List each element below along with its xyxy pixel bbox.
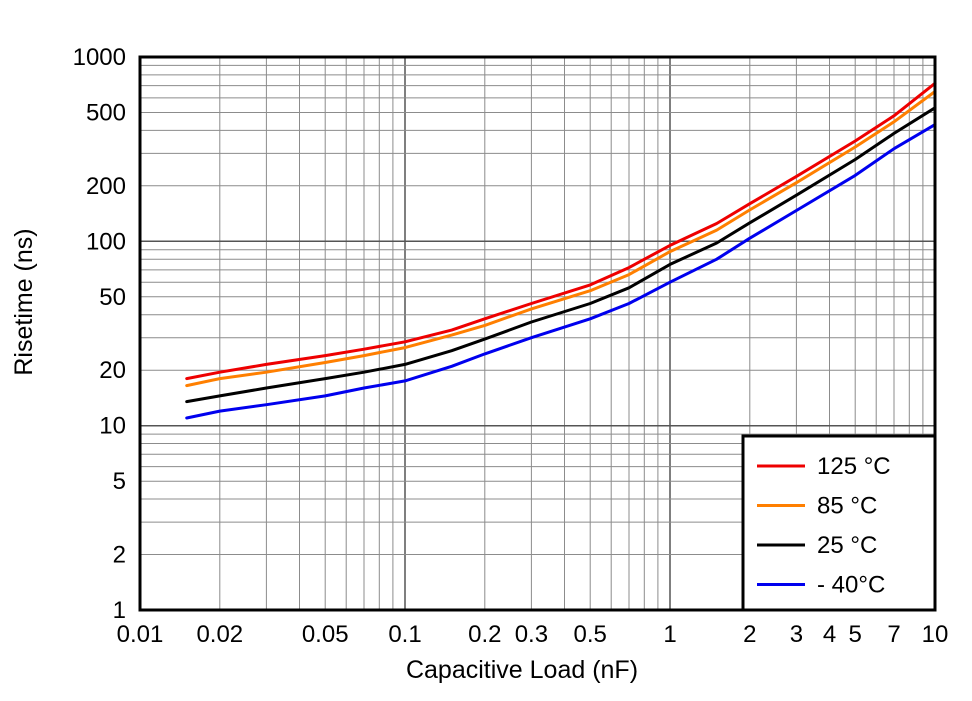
y-tick-label: 100 [86, 228, 126, 255]
x-tick-label: 4 [823, 621, 836, 648]
legend-label: 25 °C [817, 532, 877, 559]
x-tick-label: 0.3 [515, 621, 548, 648]
series-line-25-c [185, 106, 937, 404]
x-axis-tick-labels: 0.01 0.02 0.05 0.1 0.2 0.3 0.5 1 2 3 4 5 7 10 [117, 621, 949, 648]
series-line-125-c [185, 81, 937, 381]
y-tick-label: 200 [86, 173, 126, 200]
y-tick-label: 1000 [73, 44, 126, 71]
x-tick-label: 0.1 [388, 621, 421, 648]
legend-label: 85 °C [817, 493, 877, 520]
x-tick-label: 0.05 [302, 621, 349, 648]
y-axis-tick-labels: 1 2 5 10 20 50 100 200 500 1000 [73, 44, 126, 624]
x-tick-label: 0.01 [117, 621, 164, 648]
x-axis-title: Capacitive Load (nF) [406, 656, 638, 684]
y-tick-label: 5 [113, 468, 126, 495]
y-tick-label: 10 [99, 413, 126, 440]
legend-label: - 40°C [817, 572, 885, 599]
series-lines [185, 81, 937, 420]
legend: 125 °C 85 °C 25 °C - 40°C [741, 434, 937, 612]
x-tick-label: 3 [790, 621, 803, 648]
plot-border [138, 55, 937, 612]
x-tick-label: 0.5 [574, 621, 607, 648]
x-tick-label: 2 [743, 621, 756, 648]
series-line-85-c [185, 90, 937, 388]
y-tick-label: 1 [113, 597, 126, 624]
y-axis-title: Risetime (ns) [10, 228, 38, 375]
y-tick-label: 50 [99, 284, 126, 311]
series-line-40-c [185, 123, 937, 420]
y-tick-label: 20 [99, 357, 126, 384]
x-tick-label: 7 [887, 621, 900, 648]
legend-label: 125 °C [817, 453, 891, 480]
x-tick-label: 0.02 [196, 621, 243, 648]
y-tick-label: 500 [86, 100, 126, 127]
x-tick-label: 5 [849, 621, 862, 648]
x-tick-label: 10 [922, 621, 949, 648]
x-tick-label: 0.2 [468, 621, 501, 648]
x-tick-label: 1 [663, 621, 676, 648]
y-tick-label: 2 [113, 542, 126, 569]
